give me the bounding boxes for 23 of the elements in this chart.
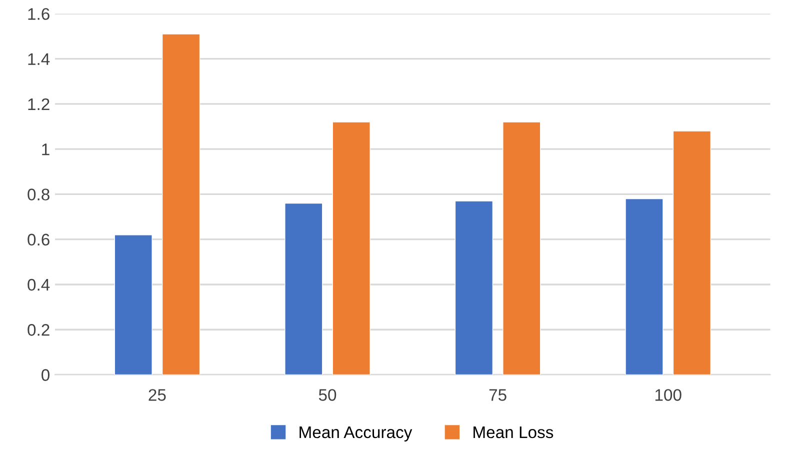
legend-label: Mean Accuracy xyxy=(300,426,412,442)
y-tick-label: 0.4 xyxy=(28,278,50,291)
x-tick-label: 100 xyxy=(655,389,682,401)
y-tick-label: 0.8 xyxy=(28,188,50,200)
y-tick-label: 1 xyxy=(42,144,50,156)
bar xyxy=(114,234,152,375)
x-tick-label: 25 xyxy=(148,389,166,401)
bar xyxy=(332,122,370,375)
bar xyxy=(284,202,323,375)
y-tick-label: 1.4 xyxy=(28,53,50,65)
bar xyxy=(625,198,664,375)
bar xyxy=(672,130,712,375)
legend-label: Mean Loss xyxy=(474,426,554,438)
y-tick-label: 0.2 xyxy=(28,324,50,336)
x-tick-label: 50 xyxy=(318,389,336,401)
y-tick-label: 1.2 xyxy=(28,98,50,110)
bar xyxy=(502,122,541,375)
y-tick-label: 0 xyxy=(42,369,50,381)
bar xyxy=(162,34,200,375)
y-tick-label: 1.6 xyxy=(28,8,50,20)
y-tick-label: 0.6 xyxy=(28,234,50,246)
bar xyxy=(454,200,494,375)
x-tick-label: 75 xyxy=(489,389,506,401)
